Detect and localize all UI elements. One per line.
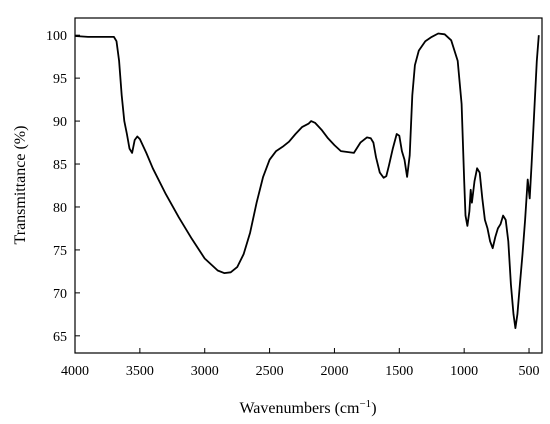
y-tick-label: 70 <box>53 287 67 302</box>
x-tick-label: 3000 <box>191 364 219 379</box>
x-tick-label: 500 <box>519 364 540 379</box>
y-tick-label: 75 <box>53 244 67 259</box>
x-tick-label: 1000 <box>450 364 478 379</box>
x-tick-label: 3500 <box>126 364 154 379</box>
x-tick-label: 2000 <box>320 364 348 379</box>
y-tick-label: 80 <box>53 201 67 216</box>
y-tick-label: 100 <box>46 29 67 44</box>
y-axis-ticks: 65 70 75 80 85 90 95 100 <box>46 29 80 345</box>
y-tick-label: 90 <box>53 115 67 130</box>
y-tick-label: 85 <box>53 158 67 173</box>
x-axis-ticks: 4000 3500 3000 2500 2000 1500 1000 500 <box>61 348 540 379</box>
y-axis-label: Transmittance (%) <box>12 126 29 245</box>
y-tick-label: 65 <box>53 330 67 345</box>
x-axis-label: Wavenumbers (cm−1) <box>239 398 376 417</box>
x-tick-label: 1500 <box>385 364 413 379</box>
x-tick-label: 4000 <box>61 364 89 379</box>
plot-frame <box>74 17 543 354</box>
x-tick-label: 2500 <box>256 364 284 379</box>
y-tick-label: 95 <box>53 72 67 87</box>
series-line-spectrum <box>74 32 540 329</box>
